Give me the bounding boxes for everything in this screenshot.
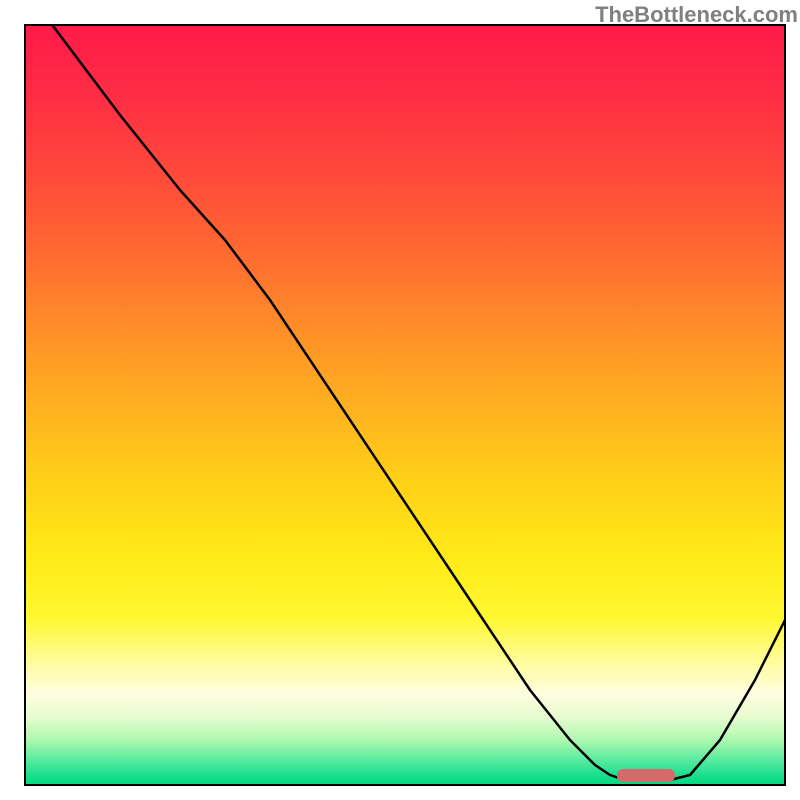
attribution-text: TheBottleneck.com <box>595 2 798 28</box>
optimum-marker <box>617 769 675 782</box>
chart-canvas: TheBottleneck.com <box>0 0 800 800</box>
chart-svg <box>0 0 800 800</box>
